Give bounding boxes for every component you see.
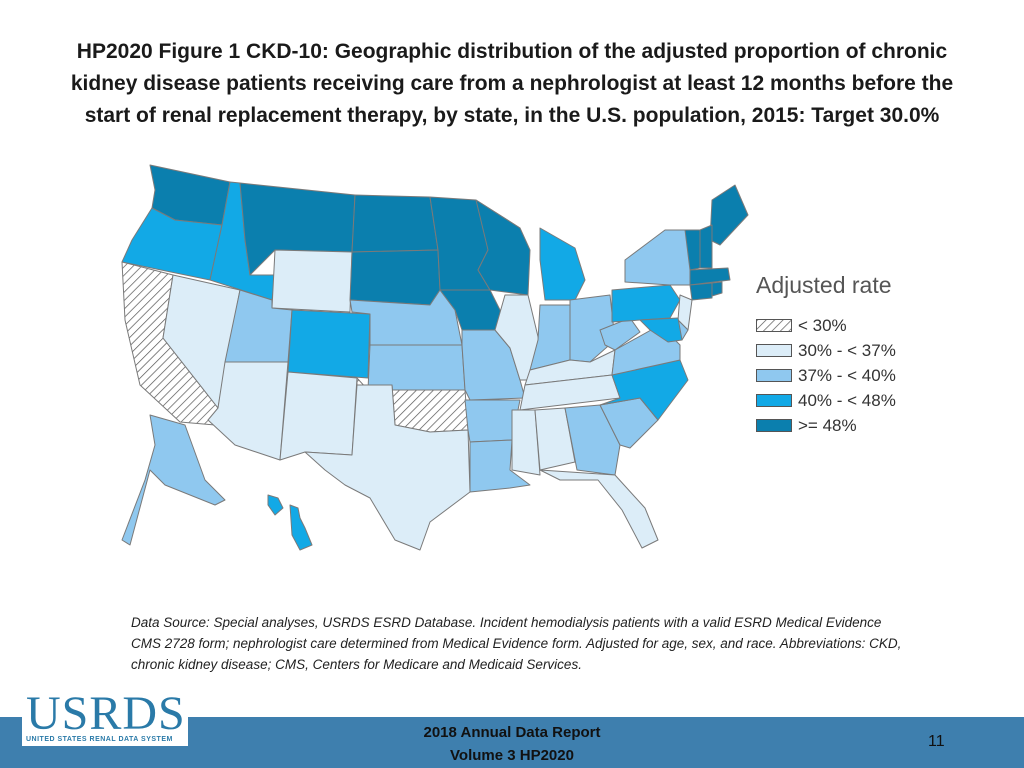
logo-wordmark: USRDS bbox=[26, 690, 186, 738]
state-sd bbox=[350, 250, 440, 305]
data-source-footnote: Data Source: Special analyses, USRDS ESR… bbox=[131, 612, 911, 675]
page-number: 11 bbox=[928, 733, 945, 751]
legend-item-37-40: 37% - < 40% bbox=[756, 363, 956, 388]
legend-label: 37% - < 40% bbox=[798, 366, 896, 386]
legend-label: >= 48% bbox=[798, 416, 857, 436]
state-pa bbox=[612, 285, 680, 322]
state-ct bbox=[690, 283, 712, 300]
state-fl bbox=[540, 470, 658, 548]
title-line-2: kidney disease patients receiving care f… bbox=[20, 68, 1004, 100]
states-layer bbox=[122, 165, 748, 550]
legend-item-under-30: < 30% bbox=[756, 313, 956, 338]
state-co bbox=[288, 310, 370, 378]
report-title: 2018 Annual Data Report bbox=[362, 721, 662, 744]
legend-item-48-plus: >= 48% bbox=[756, 413, 956, 438]
legend-label: < 30% bbox=[798, 316, 847, 336]
legend-item-40-48: 40% - < 48% bbox=[756, 388, 956, 413]
legend-title: Adjusted rate bbox=[756, 272, 956, 299]
legend-swatch bbox=[756, 419, 792, 432]
title-line-1: HP2020 Figure 1 CKD-10: Geographic distr… bbox=[20, 36, 1004, 68]
legend-swatch bbox=[756, 369, 792, 382]
state-hi bbox=[268, 495, 312, 550]
page-title: HP2020 Figure 1 CKD-10: Geographic distr… bbox=[20, 36, 1004, 132]
report-citation: 2018 Annual Data Report Volume 3 HP2020 bbox=[362, 721, 662, 767]
title-line-3: start of renal replacement therapy, by s… bbox=[20, 100, 1004, 132]
state-wy bbox=[272, 250, 352, 312]
state-me bbox=[710, 185, 748, 245]
legend-label: 40% - < 48% bbox=[798, 391, 896, 411]
state-ma bbox=[690, 268, 730, 285]
state-mi bbox=[540, 228, 585, 300]
legend-label: 30% - < 37% bbox=[798, 341, 896, 361]
state-nh bbox=[700, 225, 712, 268]
state-ny bbox=[625, 230, 695, 285]
logo-subtitle: UNITED STATES RENAL DATA SYSTEM bbox=[26, 736, 173, 743]
state-ri bbox=[712, 282, 722, 296]
legend-item-30-37: 30% - < 37% bbox=[756, 338, 956, 363]
legend-swatch bbox=[756, 344, 792, 357]
map-legend: Adjusted rate < 30% 30% - < 37% 37% - < … bbox=[756, 272, 956, 438]
legend-swatch-hatched bbox=[756, 319, 792, 332]
state-nm bbox=[280, 372, 357, 460]
state-ak bbox=[122, 415, 225, 545]
us-choropleth-map bbox=[110, 150, 760, 560]
state-ks bbox=[368, 345, 465, 390]
state-nd bbox=[352, 195, 438, 252]
legend-swatch bbox=[756, 394, 792, 407]
usrds-logo: USRDS UNITED STATES RENAL DATA SYSTEM bbox=[22, 690, 188, 746]
report-volume: Volume 3 HP2020 bbox=[362, 744, 662, 767]
